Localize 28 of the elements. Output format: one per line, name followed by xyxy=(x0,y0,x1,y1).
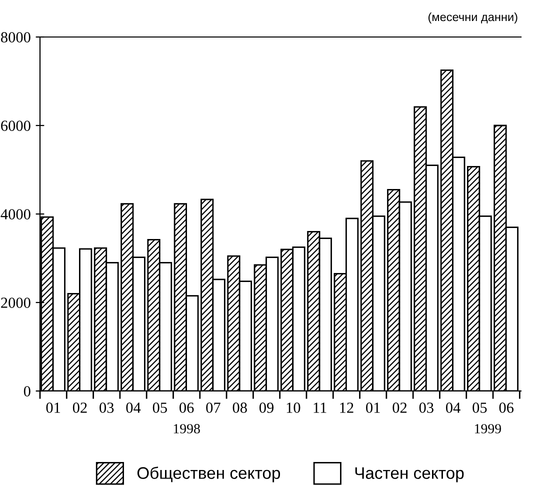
x-tick-label: 07 xyxy=(206,402,220,413)
text: 1999 xyxy=(475,424,502,434)
x-tick-label: 06 xyxy=(180,402,194,413)
text: (месечни данни) xyxy=(428,12,518,24)
x-tick-label: 12 xyxy=(340,402,354,413)
y-tick-label: 4000 xyxy=(0,209,30,220)
text: 1998 xyxy=(174,424,200,434)
x-tick-label: 01 xyxy=(46,402,60,413)
x-tick-label: 04 xyxy=(446,402,460,413)
y-tick-label: 0 xyxy=(24,386,30,396)
x-tick-label: 01 xyxy=(366,402,380,413)
x-tick-label: 03 xyxy=(100,402,114,413)
x-tick-label: 05 xyxy=(152,402,167,413)
x-tick-label: 11 xyxy=(314,402,326,413)
x-tick-label: 02 xyxy=(392,402,407,413)
x-tick-label: 04 xyxy=(126,402,141,413)
y-tick-label: 2000 xyxy=(1,298,30,308)
x-tick-label: 05 xyxy=(472,402,487,413)
legend-label: Частен сектор xyxy=(355,467,464,482)
legend-label: Обществен сектор xyxy=(137,466,280,482)
y-tick-label: 6000 xyxy=(1,120,30,131)
x-tick-label: 03 xyxy=(419,402,434,413)
x-tick-label: 06 xyxy=(499,402,514,413)
x-tick-label: 10 xyxy=(286,402,300,413)
x-tick-label: 02 xyxy=(72,402,87,413)
x-tick-label: 08 xyxy=(232,402,247,413)
x-tick-label: 09 xyxy=(259,402,274,413)
y-tick-label: 8000 xyxy=(1,32,30,42)
